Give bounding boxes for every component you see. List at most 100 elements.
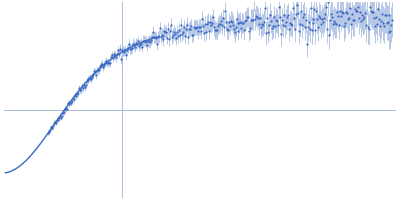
Point — [55, 118, 61, 121]
Point — [246, 29, 252, 33]
Point — [114, 52, 120, 56]
Point — [155, 35, 162, 38]
Point — [348, 22, 354, 25]
Point — [220, 25, 227, 28]
Point — [232, 25, 239, 28]
Point — [335, 14, 341, 17]
Point — [306, 27, 313, 31]
Point — [176, 28, 182, 31]
Point — [224, 28, 230, 31]
Point — [278, 33, 284, 36]
Point — [53, 121, 59, 124]
Point — [288, 23, 295, 27]
Point — [54, 118, 60, 121]
Point — [386, 30, 393, 33]
Point — [376, 24, 383, 27]
Point — [203, 30, 209, 33]
Point — [340, 12, 346, 15]
Point — [216, 23, 223, 26]
Point — [58, 116, 64, 119]
Point — [268, 20, 274, 23]
Point — [212, 29, 219, 32]
Point — [381, 14, 388, 17]
Point — [64, 101, 71, 105]
Point — [300, 15, 306, 18]
Point — [284, 16, 290, 19]
Point — [309, 21, 316, 25]
Point — [183, 28, 189, 31]
Point — [368, 9, 374, 12]
Point — [122, 48, 128, 52]
Point — [361, 16, 367, 19]
Point — [322, 12, 328, 16]
Point — [164, 36, 171, 39]
Point — [159, 34, 166, 37]
Point — [125, 46, 131, 49]
Point — [107, 61, 114, 64]
Point — [116, 52, 122, 55]
Point — [47, 128, 53, 131]
Point — [126, 42, 132, 46]
Point — [192, 26, 198, 29]
Point — [138, 45, 145, 48]
Point — [144, 40, 151, 43]
Point — [270, 24, 276, 28]
Point — [113, 56, 119, 59]
Point — [195, 30, 201, 33]
Point — [118, 58, 124, 61]
Point — [124, 48, 130, 51]
Point — [86, 77, 93, 80]
Point — [97, 65, 104, 68]
Point — [347, 6, 353, 9]
Point — [104, 62, 110, 65]
Point — [185, 35, 191, 38]
Point — [350, 19, 356, 22]
Point — [285, 13, 291, 16]
Point — [321, 17, 328, 20]
Point — [189, 33, 195, 36]
Point — [250, 18, 256, 21]
Point — [243, 18, 250, 22]
Point — [187, 27, 193, 30]
Point — [327, 19, 334, 22]
Point — [205, 20, 211, 23]
Point — [352, 7, 358, 10]
Point — [275, 24, 281, 27]
Point — [136, 44, 142, 47]
Point — [165, 27, 172, 30]
Point — [88, 78, 95, 81]
Point — [261, 20, 267, 23]
Point — [276, 6, 282, 9]
Point — [277, 15, 283, 19]
Point — [68, 102, 74, 105]
Point — [332, 21, 338, 25]
Point — [376, 18, 382, 21]
Point — [252, 18, 258, 21]
Point — [324, 27, 330, 31]
Point — [235, 29, 242, 32]
Point — [287, 21, 293, 25]
Point — [96, 69, 102, 72]
Point — [238, 27, 245, 30]
Point — [110, 56, 116, 59]
Point — [231, 31, 238, 34]
Point — [79, 87, 86, 90]
Point — [247, 27, 254, 30]
Point — [172, 33, 178, 36]
Point — [259, 22, 265, 25]
Point — [123, 53, 129, 57]
Point — [294, 11, 301, 15]
Point — [305, 20, 312, 23]
Point — [134, 42, 140, 46]
Point — [315, 25, 322, 29]
Point — [90, 74, 97, 77]
Point — [242, 20, 249, 23]
Point — [62, 108, 69, 111]
Point — [319, 17, 326, 20]
Point — [82, 84, 89, 87]
Point — [200, 24, 206, 27]
Point — [98, 63, 104, 66]
Point — [237, 20, 244, 23]
Point — [366, 6, 373, 9]
Point — [234, 21, 241, 24]
